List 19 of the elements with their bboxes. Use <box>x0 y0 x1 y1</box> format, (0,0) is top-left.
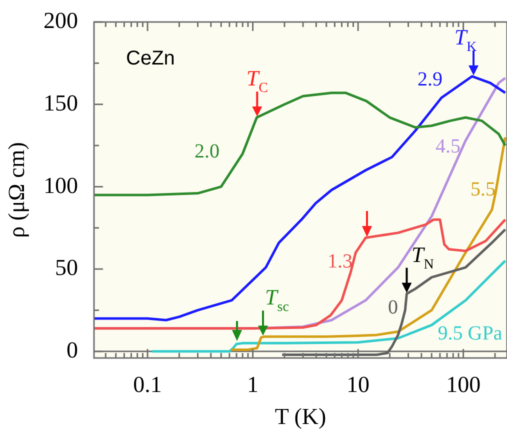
series-label: 9.5 GPa <box>438 322 502 344</box>
series-label: 2.9 <box>418 68 442 90</box>
y-tick-label: 50 <box>55 255 78 280</box>
x-tick-label: 0.1 <box>133 372 162 397</box>
series-label: 5.5 <box>470 178 496 200</box>
y-axis-title: ρ (μΩ cm) <box>4 142 29 238</box>
x-axis-title: T (K) <box>274 404 326 430</box>
x-tick-label: 100 <box>446 372 481 397</box>
y-tick-label: 0 <box>66 337 78 362</box>
y-tick-label: 100 <box>44 172 78 198</box>
series-label: 1.3 <box>328 250 352 272</box>
x-tick-label: 1 <box>247 372 259 397</box>
y-tick-label: 200 <box>44 8 78 34</box>
y-tick-label: 150 <box>44 90 78 116</box>
series-label: 4.5 <box>436 135 460 158</box>
annotation: CeZn <box>126 48 175 70</box>
x-tick-label: 10 <box>346 372 370 397</box>
series-label: 2.0 <box>194 140 220 162</box>
series-label: 0 <box>388 296 398 318</box>
